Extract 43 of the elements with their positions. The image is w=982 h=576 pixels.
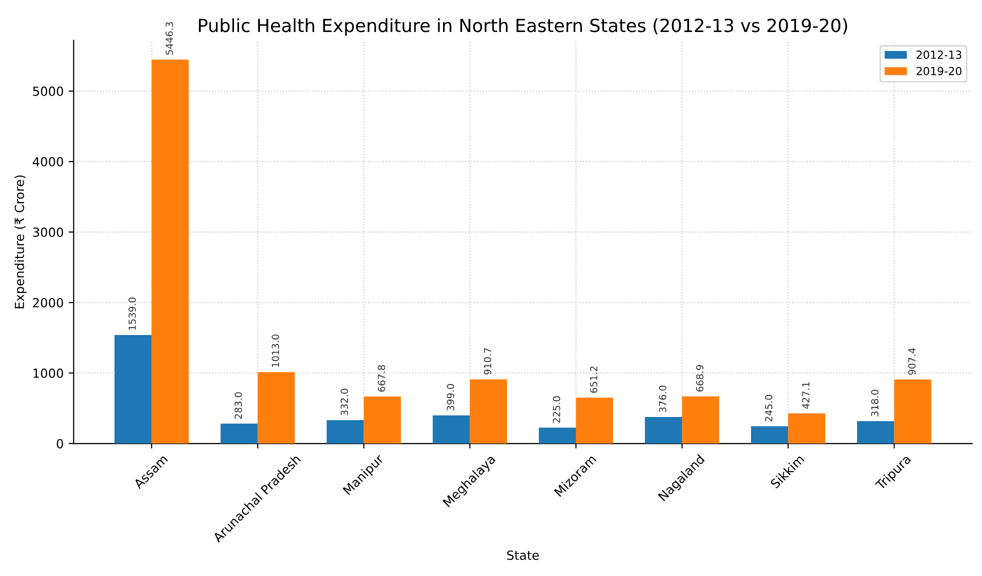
y-tick-label: 2000	[33, 298, 64, 308]
data-label: 427.1	[802, 382, 810, 409]
data-label: 668.9	[696, 365, 704, 392]
data-label: 318.0	[871, 390, 878, 416]
bar	[432, 415, 470, 444]
data-label: 667.8	[378, 365, 386, 392]
bar	[750, 426, 788, 444]
y-tick-label: 5000	[33, 86, 64, 96]
data-label: 399.0	[446, 384, 454, 410]
x-axis-title: State	[507, 550, 539, 560]
data-label: 245.0	[765, 394, 772, 422]
data-label: 1539.0	[128, 297, 136, 330]
legend-label: 2012-13	[916, 50, 962, 59]
chart-title: Public Health Expenditure in North Eastern States (2012-13 vs 2019-20)	[198, 18, 848, 36]
bar	[364, 396, 401, 444]
data-label: 1013.0	[272, 334, 280, 367]
bar	[538, 428, 576, 444]
bar	[114, 335, 152, 444]
legend-label: 2019-20	[916, 66, 962, 76]
bar	[894, 380, 932, 444]
data-label: 283.0	[234, 392, 242, 419]
data-label: 376.0	[658, 386, 666, 412]
bar	[682, 396, 720, 444]
bar	[644, 417, 682, 444]
bar	[470, 379, 507, 444]
bar	[258, 372, 295, 444]
data-label: 332.0	[340, 388, 348, 416]
bar	[152, 60, 189, 444]
bar	[576, 398, 614, 444]
y-tick-label: 3000	[33, 228, 64, 237]
y-axis-title: Expenditure (₹ Crore)	[14, 175, 27, 308]
data-label: 225.0	[552, 396, 560, 423]
bar	[788, 413, 826, 444]
data-label: 5446.3	[166, 22, 174, 55]
data-label: 651.2	[590, 366, 598, 393]
bar	[220, 424, 258, 444]
y-tick-label: 0	[56, 438, 64, 448]
y-tick-label: 4000	[32, 157, 64, 166]
bar	[857, 421, 894, 444]
y-tick-label: 1000	[33, 368, 64, 378]
data-label: 907.4	[908, 348, 916, 375]
bar	[326, 420, 364, 444]
data-label: 910.7	[484, 348, 492, 375]
